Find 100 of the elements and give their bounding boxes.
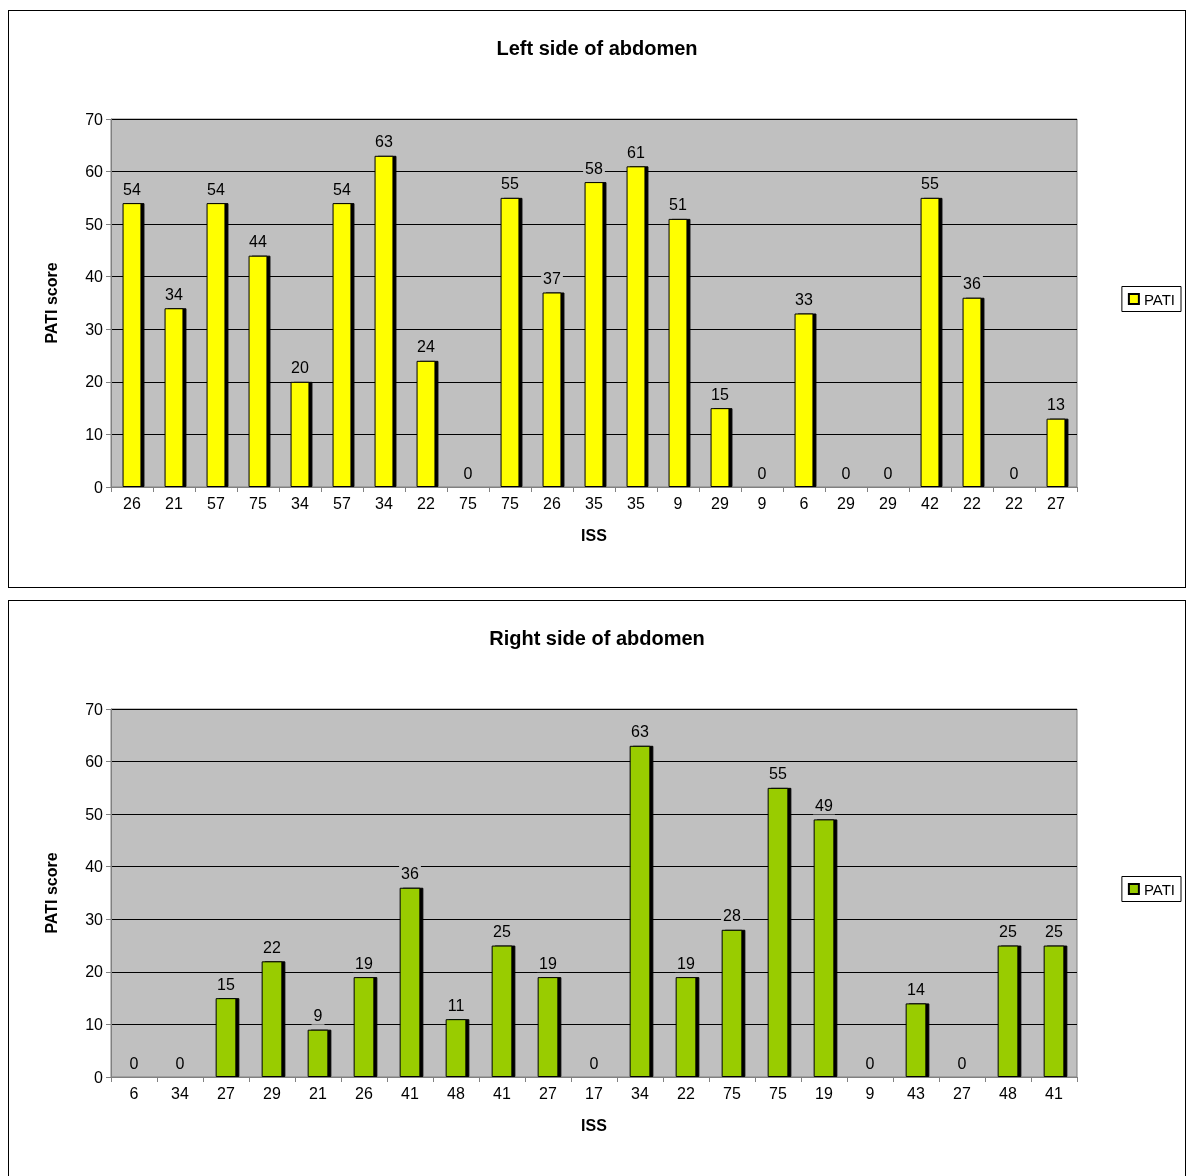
- data-label: 19: [355, 954, 373, 972]
- x-tick-label: 27: [539, 1084, 557, 1102]
- data-label: 55: [921, 175, 939, 193]
- x-tick-label: 27: [1047, 494, 1065, 512]
- x-tick-label: 57: [207, 494, 225, 512]
- chart-title: Right side of abdomen: [489, 627, 705, 649]
- x-tick-label: 22: [417, 494, 435, 512]
- data-label: 0: [1009, 464, 1019, 482]
- y-tick-label: 60: [85, 753, 104, 771]
- data-label: 34: [165, 285, 183, 303]
- data-label: 54: [207, 180, 225, 198]
- x-tick-label: 41: [1045, 1084, 1063, 1102]
- data-label: 37: [543, 269, 561, 287]
- x-tick-label: 34: [631, 1084, 649, 1102]
- x-tick-label: 75: [249, 494, 267, 512]
- data-label: 25: [493, 923, 511, 941]
- x-tick-label: 6: [799, 494, 809, 512]
- x-tick-label: 9: [757, 494, 767, 512]
- data-label: 11: [447, 996, 465, 1014]
- x-tick-label: 27: [217, 1084, 235, 1102]
- y-tick-label: 30: [85, 910, 104, 928]
- data-label: 44: [249, 233, 267, 251]
- legend-label: PATI: [1143, 880, 1176, 898]
- data-label: 33: [795, 291, 813, 309]
- data-label: 15: [217, 975, 235, 993]
- x-tick-label: 43: [907, 1084, 925, 1102]
- x-tick-label: 42: [921, 494, 939, 512]
- y-tick-label: 30: [85, 320, 104, 338]
- x-tick-label: 6: [129, 1084, 139, 1102]
- x-tick-label: 26: [123, 494, 141, 512]
- x-tick-label: 41: [401, 1084, 419, 1102]
- x-tick-label: 22: [677, 1084, 695, 1102]
- y-tick-label: 0: [94, 1068, 104, 1086]
- y-tick-label: 70: [85, 110, 104, 128]
- data-label: 36: [963, 275, 981, 293]
- x-tick-label: 21: [165, 494, 183, 512]
- x-tick-label: 34: [375, 494, 393, 512]
- y-tick-label: 10: [85, 425, 104, 443]
- x-tick-label: 22: [963, 494, 981, 512]
- y-tick-label: 50: [85, 215, 104, 233]
- x-tick-label: 34: [171, 1084, 189, 1102]
- y-tick-label: 70: [85, 700, 104, 718]
- y-tick-label: 20: [85, 963, 104, 981]
- x-tick-label: 35: [585, 494, 603, 512]
- y-tick-label: 40: [85, 858, 104, 876]
- x-tick-label: 27: [953, 1084, 971, 1102]
- y-axis-title: PATI score: [42, 262, 60, 344]
- x-tick-label: 22: [1005, 494, 1023, 512]
- data-label: 15: [711, 385, 729, 403]
- data-label: 13: [1047, 396, 1065, 414]
- data-label: 55: [769, 765, 787, 783]
- data-label: 24: [417, 338, 435, 356]
- y-tick-label: 10: [85, 1015, 104, 1033]
- data-label: 0: [129, 1054, 139, 1072]
- y-tick-label: 40: [85, 268, 104, 286]
- data-label: 54: [333, 180, 351, 198]
- x-tick-label: 21: [309, 1084, 327, 1102]
- data-label: 0: [463, 464, 473, 482]
- x-tick-label: 75: [769, 1084, 787, 1102]
- legend-label: PATI: [1143, 290, 1176, 308]
- data-label: 61: [627, 143, 645, 161]
- data-label: 28: [723, 907, 741, 925]
- y-tick-label: 20: [85, 373, 104, 391]
- data-label: 63: [375, 133, 393, 151]
- x-tick-label: 29: [711, 494, 729, 512]
- bar: [307, 1029, 329, 1077]
- x-tick-label: 19: [815, 1084, 833, 1102]
- x-tick-label: 75: [459, 494, 477, 512]
- data-label: 14: [907, 980, 925, 998]
- data-label: 19: [677, 954, 695, 972]
- x-tick-label: 41: [493, 1084, 511, 1102]
- x-tick-label: 17: [585, 1084, 603, 1102]
- data-label: 55: [501, 175, 519, 193]
- data-label: 0: [589, 1054, 599, 1072]
- x-tick-label: 75: [723, 1084, 741, 1102]
- data-label: 36: [401, 865, 419, 883]
- data-label: 0: [883, 464, 893, 482]
- data-label: 19: [539, 954, 557, 972]
- data-label: 25: [1045, 923, 1063, 941]
- y-axis-title: PATI score: [42, 852, 60, 934]
- data-label: 58: [585, 159, 603, 177]
- x-tick-label: 29: [837, 494, 855, 512]
- x-tick-label: 9: [673, 494, 683, 512]
- x-tick-label: 34: [291, 494, 309, 512]
- x-tick-label: 9: [865, 1084, 875, 1102]
- y-tick-label: 60: [85, 163, 104, 181]
- data-label: 9: [313, 1007, 323, 1025]
- data-label: 0: [865, 1054, 875, 1072]
- x-tick-label: 57: [333, 494, 351, 512]
- x-tick-label: 35: [627, 494, 645, 512]
- x-axis-title: ISS: [581, 1116, 608, 1134]
- chart-title: Left side of abdomen: [496, 37, 698, 59]
- x-tick-label: 75: [501, 494, 519, 512]
- x-tick-label: 26: [355, 1084, 373, 1102]
- data-label: 63: [631, 723, 649, 741]
- x-tick-label: 26: [543, 494, 561, 512]
- data-label: 0: [757, 464, 767, 482]
- x-axis-title: ISS: [581, 526, 608, 544]
- data-label: 20: [291, 359, 309, 377]
- y-tick-label: 50: [85, 805, 104, 823]
